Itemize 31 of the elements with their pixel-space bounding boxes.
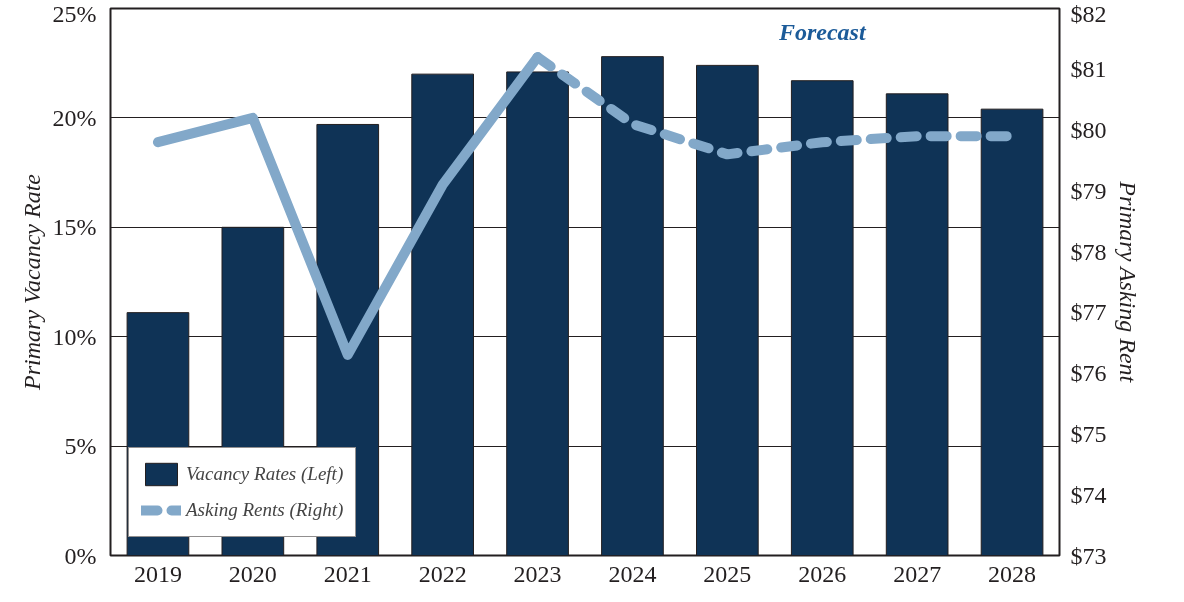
y2-tick-label: $78 [1070,238,1107,265]
x-tick-label: 2028 [988,560,1037,587]
y2-tick-label: $81 [1070,56,1107,83]
y2-tick-label: $79 [1070,177,1107,204]
y-tick-label: 25% [52,0,97,27]
x-tick-label: 2026 [798,560,847,587]
x-tick-label: 2020 [228,560,277,587]
x-tick-label: 2027 [893,560,942,587]
legend-label: Asking Rents (Right) [186,499,344,521]
annotation: Forecast [777,18,867,45]
y2-tick-label: $74 [1070,481,1107,508]
y2-tick-label: $82 [1070,0,1107,27]
y-tick-label: 5% [64,433,97,460]
y2-tick-label: $77 [1070,299,1107,326]
x-tick-label: 2023 [513,560,562,587]
y-tick-label: 15% [52,214,97,241]
y2-tick-label: $73 [1070,542,1107,569]
y2-tick-label: $76 [1070,360,1107,387]
y-tick-label: 10% [52,323,97,350]
x-tick-label: 2024 [608,560,657,587]
x-tick-label: 2025 [703,560,752,587]
y2-tick-label: $80 [1070,117,1107,144]
y2-tick-label: $75 [1070,420,1107,447]
y-axis-title: Primary Vacancy Rate [18,173,45,391]
y2-axis-title: Primary Asking Rent [1114,180,1141,384]
y-tick-label: 0% [64,542,97,569]
y-tick-label: 20% [52,104,97,131]
x-tick-label: 2022 [418,560,467,587]
x-tick-label: 2019 [133,560,182,587]
x-tick-label: 2021 [323,560,372,587]
legend-label: Vacancy Rates (Left) [186,463,344,485]
